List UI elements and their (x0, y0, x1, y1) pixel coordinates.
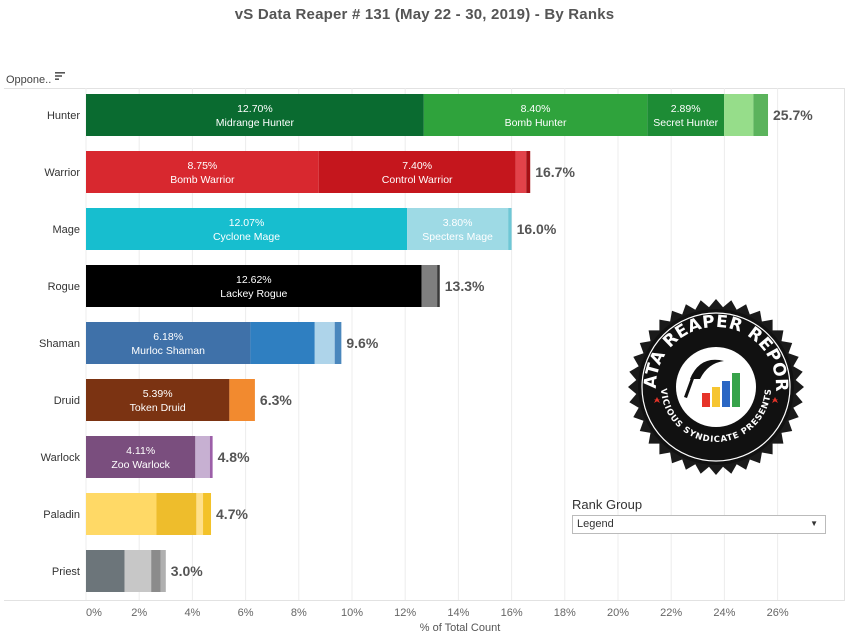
class-total-label: 9.6% (346, 335, 378, 351)
class-total-label: 6.3% (260, 392, 292, 408)
class-label: Shaman (39, 338, 80, 350)
x-tick-label: 12% (394, 607, 416, 619)
bar-segment[interactable] (515, 151, 527, 193)
chart-title: vS Data Reaper # 131 (May 22 - 30, 2019)… (234, 6, 615, 23)
segment-archetype-label: Specters Mage (422, 231, 493, 243)
bar-segment[interactable] (86, 493, 157, 535)
bar-segment[interactable] (526, 151, 531, 193)
x-tick-label: 10% (341, 607, 363, 619)
bar-segment[interactable] (156, 493, 197, 535)
x-tick-label: 20% (607, 607, 629, 619)
segment-archetype-label: Control Warrior (382, 174, 453, 186)
segment-percent-label: 6.18% (153, 331, 183, 343)
bar-segment[interactable] (229, 379, 255, 421)
x-tick-label: 18% (554, 607, 576, 619)
segment-archetype-label: Cyclone Mage (213, 231, 280, 243)
bar-segment[interactable] (407, 208, 509, 250)
x-tick-label: 22% (660, 607, 682, 619)
bar-segment[interactable] (334, 322, 342, 364)
logo-mini-bar-chart-icon (684, 359, 740, 407)
class-total-label: 13.3% (445, 278, 485, 294)
x-tick-label: 6% (238, 607, 254, 619)
rank-group-title: Rank Group (572, 497, 643, 512)
bar-segment[interactable] (151, 550, 161, 592)
x-tick-label: 2% (131, 607, 147, 619)
segment-percent-label: 5.39% (143, 388, 173, 400)
chevron-down-icon[interactable]: ▼ (810, 519, 818, 528)
x-tick-label: 4% (184, 607, 200, 619)
segment-archetype-label: Murloc Shaman (131, 345, 205, 357)
class-total-label: 4.7% (216, 506, 248, 522)
bar-segment[interactable] (86, 322, 251, 364)
bar-segment[interactable] (437, 265, 440, 307)
bar-segment[interactable] (508, 208, 512, 250)
class-total-label: 16.7% (535, 164, 575, 180)
bar-segment[interactable] (753, 94, 769, 136)
bar-segment[interactable] (647, 94, 725, 136)
segment-percent-label: 12.62% (236, 274, 272, 286)
bar-segment[interactable] (124, 550, 152, 592)
segment-archetype-label: Bomb Warrior (170, 174, 235, 186)
class-label: Warlock (41, 452, 81, 464)
rank-group-dropdown[interactable]: Legend ▼ (572, 515, 826, 534)
class-label: Hunter (47, 110, 80, 122)
segment-percent-label: 12.70% (237, 103, 273, 115)
class-label: Paladin (43, 509, 80, 521)
x-tick-label: 26% (767, 607, 789, 619)
class-label: Warrior (44, 167, 80, 179)
class-total-label: 16.0% (517, 221, 557, 237)
bar-segment[interactable] (195, 436, 210, 478)
segment-percent-label: 8.75% (187, 160, 217, 172)
segment-archetype-label: Midrange Hunter (216, 117, 295, 129)
x-tick-label: 8% (291, 607, 307, 619)
segment-archetype-label: Secret Hunter (653, 117, 718, 129)
bar-segment[interactable] (314, 322, 335, 364)
segment-percent-label: 7.40% (402, 160, 432, 172)
bar-segment[interactable] (86, 550, 125, 592)
bar-segment[interactable] (86, 208, 408, 250)
bar-segment[interactable] (86, 436, 196, 478)
bar-segment[interactable] (86, 151, 319, 193)
segment-percent-label: 4.11% (126, 445, 155, 457)
bar-segment[interactable] (196, 493, 204, 535)
class-label: Druid (54, 395, 80, 407)
bar-segment[interactable] (203, 493, 212, 535)
sort-icon[interactable] (55, 71, 65, 81)
bar-segment[interactable] (86, 379, 230, 421)
bar-segment[interactable] (250, 322, 315, 364)
segment-percent-label: 2.89% (671, 103, 701, 115)
class-total-label: 4.8% (218, 449, 250, 465)
x-tick-label: 14% (447, 607, 469, 619)
segment-percent-label: 8.40% (521, 103, 551, 115)
bar-segment[interactable] (423, 94, 648, 136)
x-tick-label: 0% (86, 607, 102, 619)
class-label: Rogue (48, 281, 80, 293)
bar-segment[interactable] (160, 550, 166, 592)
class-total-label: 25.7% (773, 107, 813, 123)
data-reaper-logo: DATA REAPER REPORT VICIOUS SYNDICATE PRE… (628, 299, 804, 475)
class-total-label: 3.0% (171, 563, 203, 579)
bar-segment[interactable] (318, 151, 516, 193)
x-tick-label: 16% (501, 607, 523, 619)
segment-archetype-label: Token Druid (130, 402, 186, 414)
segment-archetype-label: Bomb Hunter (505, 117, 567, 129)
bar-segment[interactable] (724, 94, 754, 136)
plot-frame (4, 88, 845, 601)
rank-group-selected-value: Legend (577, 518, 614, 530)
bar-segment[interactable] (86, 94, 424, 136)
class-label: Mage (52, 224, 80, 236)
bar-segment[interactable] (421, 265, 438, 307)
x-tick-label: 24% (713, 607, 735, 619)
bar-segment[interactable] (209, 436, 213, 478)
bar-segment[interactable] (86, 265, 422, 307)
segment-archetype-label: Lackey Rogue (220, 288, 287, 300)
opponent-class-filter-label[interactable]: Oppone.. (6, 74, 52, 86)
segment-archetype-label: Zoo Warlock (111, 459, 170, 471)
x-axis-title: % of Total Count (420, 622, 501, 634)
segment-percent-label: 3.80% (443, 217, 473, 229)
class-label: Priest (52, 566, 80, 578)
segment-percent-label: 12.07% (229, 217, 265, 229)
